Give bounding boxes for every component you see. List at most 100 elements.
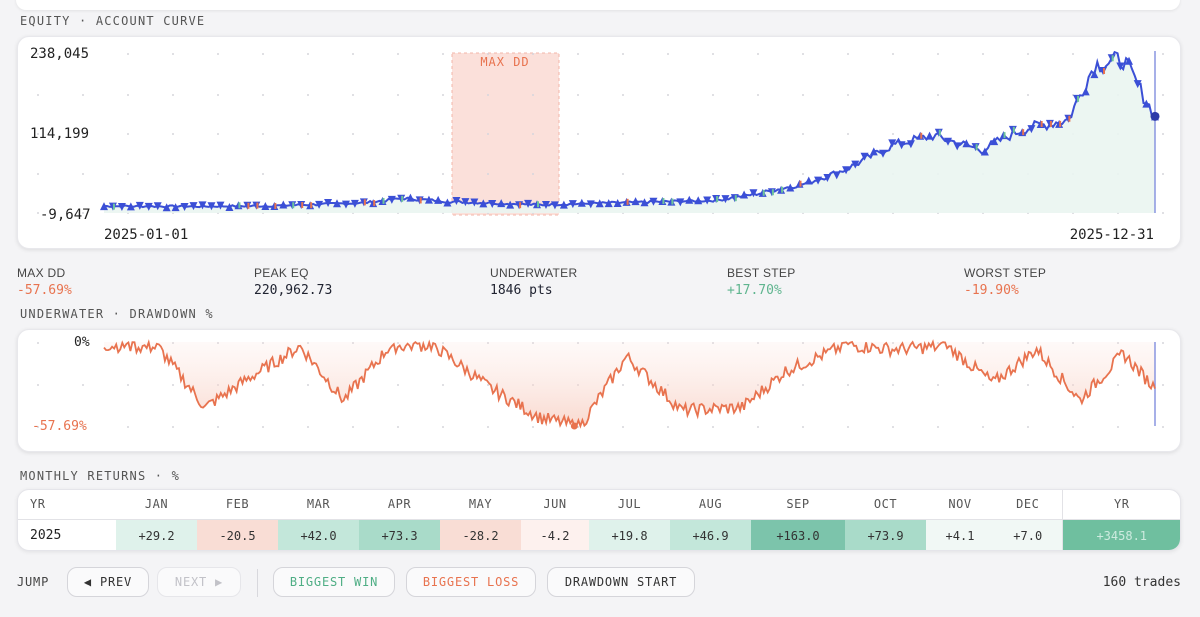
equity-end-dot[interactable] [1150, 111, 1160, 121]
month-return-jun[interactable]: -4.2 [521, 519, 589, 550]
exit-marker[interactable] [207, 202, 216, 211]
month-return-mar[interactable]: +42.0 [278, 519, 359, 550]
entry-marker[interactable] [869, 147, 878, 156]
exit-marker[interactable] [814, 176, 823, 185]
entry-marker[interactable] [279, 200, 288, 209]
exit-marker[interactable] [888, 139, 897, 148]
entry-marker[interactable] [497, 199, 506, 208]
exit-marker[interactable] [851, 160, 860, 169]
exit-marker[interactable] [341, 200, 350, 209]
exit-marker[interactable] [550, 201, 559, 210]
exit-marker[interactable] [216, 201, 225, 210]
biggest-loss-button[interactable]: BIGGEST LOSS [406, 567, 536, 597]
entry-marker[interactable] [225, 203, 234, 212]
exit-marker[interactable] [461, 198, 470, 207]
exit-marker[interactable] [144, 202, 153, 211]
entry-marker[interactable] [640, 198, 649, 207]
entry-marker[interactable] [1142, 99, 1151, 108]
exit-marker[interactable] [470, 198, 479, 207]
exit-marker[interactable] [721, 195, 730, 204]
month-return-jan[interactable]: +29.2 [116, 519, 197, 550]
entry-marker[interactable] [261, 201, 270, 210]
exit-marker[interactable] [198, 201, 207, 210]
equity-chart[interactable]: MAX DD 238,045 114,199 -9,647 2025-01-01… [18, 37, 1181, 249]
exit-marker[interactable] [897, 141, 906, 150]
entry-marker[interactable] [685, 195, 694, 204]
exit-marker[interactable] [1133, 80, 1142, 89]
entry-marker[interactable] [577, 198, 586, 207]
drawdown-start-button[interactable]: DRAWDOWN START [547, 567, 695, 597]
next-button[interactable]: NEXT ▶ [157, 567, 241, 597]
exit-marker[interactable] [135, 201, 144, 210]
exit-marker[interactable] [860, 152, 869, 161]
entry-marker[interactable] [925, 131, 934, 140]
entry-marker[interactable] [333, 199, 342, 208]
exit-marker[interactable] [1027, 125, 1036, 134]
entry-marker[interactable] [424, 195, 433, 204]
exit-marker[interactable] [676, 198, 685, 207]
month-return-may[interactable]: -28.2 [440, 519, 521, 550]
exit-marker[interactable] [315, 200, 324, 209]
exit-marker[interactable] [189, 202, 198, 211]
exit-marker[interactable] [1116, 62, 1125, 71]
exit-marker[interactable] [832, 171, 841, 180]
exit-marker[interactable] [586, 200, 595, 209]
exit-marker[interactable] [350, 199, 359, 208]
entry-marker[interactable] [740, 190, 749, 199]
exit-marker[interactable] [153, 202, 162, 211]
exit-marker[interactable] [703, 196, 712, 205]
exit-marker[interactable] [488, 199, 497, 208]
underwater-chart[interactable]: 0% -57.69% [18, 330, 1181, 452]
exit-marker[interactable] [823, 173, 832, 182]
max-drawdown-point[interactable] [570, 422, 578, 430]
entry-marker[interactable] [613, 199, 622, 208]
exit-marker[interactable] [944, 137, 953, 146]
entry-marker[interactable] [479, 199, 488, 208]
entry-marker[interactable] [604, 199, 613, 208]
entry-marker[interactable] [804, 176, 813, 185]
exit-marker[interactable] [324, 198, 333, 207]
month-return-jul[interactable]: +19.8 [589, 519, 670, 550]
entry-marker[interactable] [443, 198, 452, 207]
exit-marker[interactable] [117, 203, 126, 212]
entry-marker[interactable] [171, 203, 180, 212]
prev-button[interactable]: ◀ PREV [67, 567, 149, 597]
entry-marker[interactable] [694, 196, 703, 205]
exit-marker[interactable] [568, 200, 577, 209]
month-return-apr[interactable]: +73.3 [359, 519, 440, 550]
month-return-sep[interactable]: +163.0 [751, 519, 845, 550]
exit-marker[interactable] [879, 149, 888, 158]
exit-marker[interactable] [180, 203, 189, 212]
trade-markers[interactable] [100, 54, 1159, 212]
exit-marker[interactable] [524, 199, 533, 208]
entry-marker[interactable] [786, 183, 795, 192]
entry-marker[interactable] [990, 137, 999, 146]
entry-marker[interactable] [1125, 56, 1134, 65]
exit-marker[interactable] [649, 197, 658, 206]
entry-marker[interactable] [559, 200, 568, 209]
month-return-aug[interactable]: +46.9 [670, 519, 751, 550]
month-return-feb[interactable]: -20.5 [197, 519, 278, 550]
exit-marker[interactable] [387, 195, 396, 204]
month-return-dec[interactable]: +7.0 [994, 519, 1062, 550]
entry-marker[interactable] [1090, 70, 1099, 79]
entry-marker[interactable] [631, 197, 640, 206]
entry-marker[interactable] [962, 139, 971, 148]
entry-marker[interactable] [406, 193, 415, 202]
exit-marker[interactable] [906, 140, 915, 149]
entry-marker[interactable] [162, 203, 171, 212]
entry-marker[interactable] [595, 199, 604, 208]
exit-marker[interactable] [749, 189, 758, 198]
entry-marker[interactable] [126, 202, 135, 211]
entry-marker[interactable] [434, 195, 443, 204]
entry-marker[interactable] [1081, 87, 1090, 96]
year-total-cell[interactable]: +3458.1 [1061, 519, 1180, 550]
entry-marker[interactable] [980, 147, 989, 156]
entry-marker[interactable] [506, 200, 515, 209]
biggest-win-button[interactable]: BIGGEST WIN [273, 567, 395, 597]
entry-marker[interactable] [100, 202, 108, 211]
exit-marker[interactable] [452, 196, 461, 205]
exit-marker[interactable] [541, 200, 550, 209]
month-return-oct[interactable]: +73.9 [845, 519, 926, 550]
exit-marker[interactable] [953, 142, 962, 151]
